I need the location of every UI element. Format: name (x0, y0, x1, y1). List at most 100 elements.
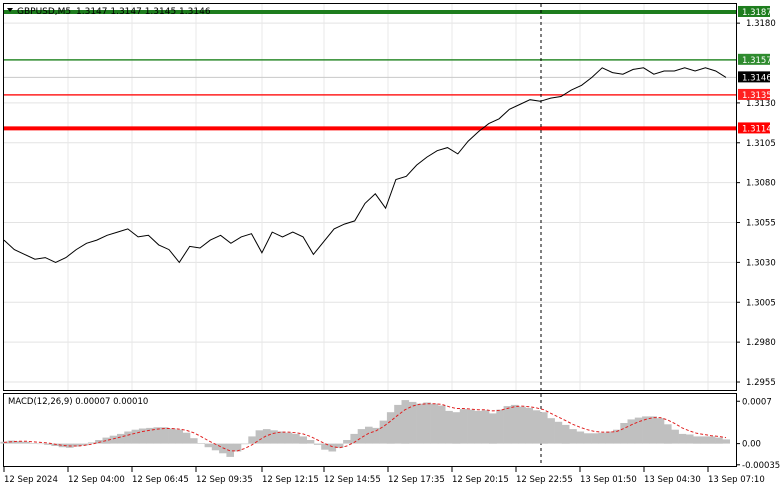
macd-bar (22, 441, 30, 444)
macd-bar (350, 433, 358, 444)
macd-bar (190, 438, 198, 444)
macd-bar (598, 432, 606, 444)
macd-bar (241, 443, 249, 445)
macd-bar (146, 427, 154, 444)
macd-bar (29, 443, 38, 444)
macd-bar (233, 443, 242, 452)
macd-bar (459, 409, 468, 444)
macd-bar (489, 413, 497, 444)
macd-bar (248, 436, 256, 444)
level-tag (738, 5, 770, 17)
macd-bar (58, 443, 67, 448)
macd-bar (700, 436, 709, 444)
level-tag-label: 1.3157 (742, 56, 772, 66)
macd-bar (664, 424, 672, 444)
price-axis[interactable]: 1.3180 1.3130 1.3105 1.3080 1.3055 1.3030 1.30… (736, 19, 776, 388)
dropdown-triangle-icon[interactable] (7, 8, 13, 12)
macd-bar (656, 418, 665, 444)
price-line (3, 67, 727, 264)
macd-bar (277, 431, 286, 444)
macd-bar (51, 443, 59, 446)
macd-bar (474, 410, 482, 444)
macd-bar (642, 416, 650, 444)
macd-bar (87, 442, 96, 444)
macd-bar (554, 421, 563, 444)
macd-bar (343, 440, 351, 444)
macd-bar (379, 420, 388, 444)
macd-bar (357, 429, 366, 444)
time-tick-label: 12 Sep 09:35 (196, 475, 253, 485)
price-grid (4, 4, 736, 390)
macd-bar (408, 401, 417, 444)
time-tick-label: 12 Sep 06:45 (132, 475, 189, 485)
macd-bar (510, 404, 519, 444)
macd-bar (452, 412, 461, 444)
macd-bar (496, 409, 504, 444)
macd-bar (211, 443, 220, 451)
macd-panel[interactable]: MACD(12,26,9) 0.00007 0.00010 0.00070.00… (0, 393, 780, 471)
macd-bar (14, 441, 23, 444)
macd-bar (591, 433, 599, 444)
macd-bar (394, 404, 402, 444)
macd-bar (153, 427, 162, 444)
macd-bar (715, 437, 723, 444)
price-panel[interactable] (3, 3, 737, 468)
macd-bar (416, 403, 424, 444)
macd-bar (693, 436, 701, 444)
macd-bar (540, 412, 548, 444)
macd-bar (372, 427, 380, 444)
macd-bar (620, 423, 628, 444)
macd-bar (634, 417, 643, 444)
time-tick-label: 13 Sep 01:50 (580, 475, 637, 485)
macd-bar (365, 426, 373, 444)
macd-bar (547, 418, 555, 444)
macd-bar (445, 410, 453, 444)
macd-bar (138, 428, 147, 444)
macd-bar (430, 403, 439, 444)
macd-bar (284, 432, 293, 444)
macd-bar (44, 443, 52, 445)
price-tick-label: 1.2980 (746, 338, 776, 348)
price-tick-label: 1.3030 (746, 258, 776, 268)
macd-bar (328, 443, 337, 452)
time-tick-label: 13 Sep 07:10 (708, 475, 765, 485)
price-level-tags: 1.3187 1.3157 1.3135 1.3114 1.3146 (738, 5, 772, 134)
macd-bar (386, 412, 395, 444)
macd-bar (532, 410, 541, 444)
macd-bar (576, 431, 585, 444)
macd-bar (671, 429, 679, 444)
macd-bar (175, 429, 183, 444)
macd-histogram (0, 400, 730, 457)
macd-bar (109, 435, 118, 444)
macd-bar (131, 429, 140, 444)
time-axis[interactable]: 12 Sep 2024 12 Sep 04:00 12 Sep 06:45 12 Se… (3, 467, 765, 485)
macd-bar (401, 400, 410, 444)
macd-bar (613, 429, 621, 444)
price-tick-label: 1.3055 (746, 219, 776, 229)
macd-bar (649, 416, 657, 444)
price-tick-label: 1.2955 (746, 378, 776, 388)
macd-bar (561, 424, 570, 444)
macd-bar (102, 437, 111, 444)
macd-bar (117, 433, 125, 444)
time-tick-label: 12 Sep 20:15 (452, 475, 509, 485)
time-tick-label: 12 Sep 12:15 (262, 475, 319, 485)
macd-bar (518, 406, 526, 444)
macd-bar (80, 443, 89, 446)
macd-bar (182, 432, 191, 444)
level-tag-label: 1.3187 (742, 8, 772, 18)
macd-bar (583, 433, 592, 444)
time-tick-label: 13 Sep 04:30 (644, 475, 701, 485)
macd-bar (160, 427, 169, 444)
macd-bar (124, 431, 132, 444)
macd-bar (299, 436, 307, 444)
level-tag-label: 1.3114 (742, 124, 772, 134)
macd-bar (270, 430, 278, 444)
macd-bar (262, 429, 271, 444)
level-tag (738, 88, 770, 100)
price-tick-label: 1.3005 (746, 298, 776, 308)
price-tick-label: 1.3105 (746, 139, 776, 149)
level-tag (738, 53, 770, 65)
current-price-label: 1.3146 (742, 73, 772, 83)
